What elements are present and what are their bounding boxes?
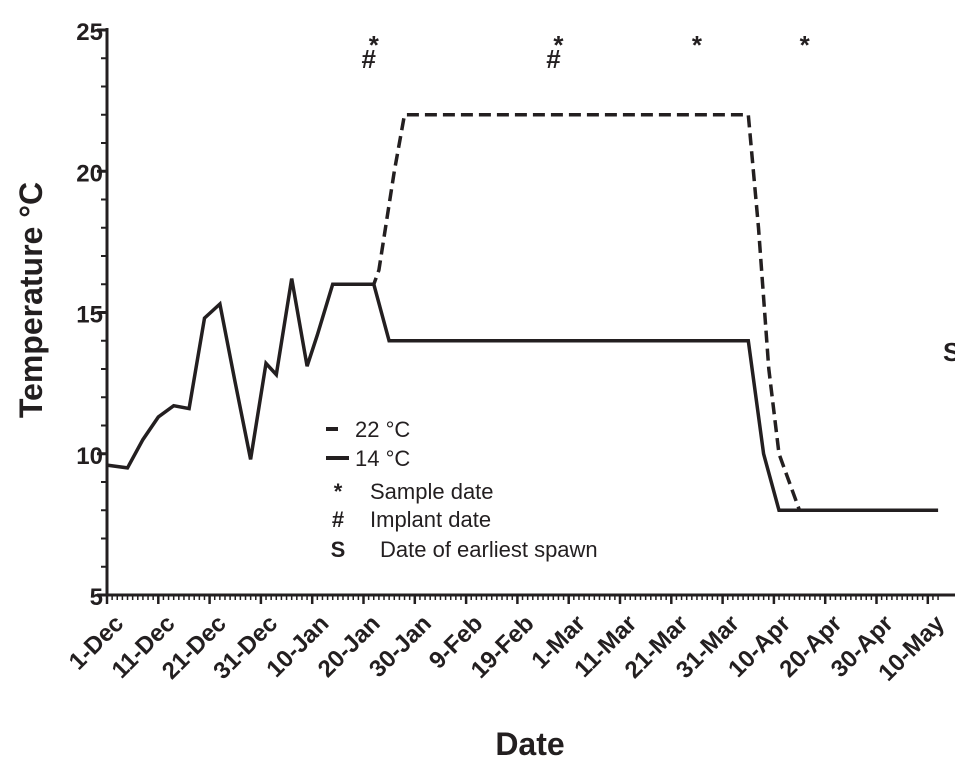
- legend-label: Sample date: [370, 479, 494, 504]
- sample-date-marker: *: [369, 30, 380, 60]
- y-tick-label: 15: [76, 302, 103, 329]
- sample-date-marker: *: [692, 30, 703, 60]
- legend: 22 °C 14 °C * Sample date # Implant date S Date…: [326, 417, 598, 562]
- spawn-date-marker: S: [943, 337, 955, 367]
- series-line-22c: [332, 113, 939, 513]
- series-group: [106, 113, 939, 513]
- legend-label: 22 °C: [355, 417, 410, 442]
- legend-symbol: S: [331, 537, 346, 562]
- x-axis-title: Date: [495, 726, 564, 761]
- legend-symbol: *: [334, 479, 343, 504]
- sample-date-marker: *: [800, 30, 811, 60]
- sample-date-marker: *: [553, 30, 564, 60]
- legend-label: 14 °C: [355, 446, 410, 471]
- y-tick-label: 10: [76, 443, 103, 470]
- implant-date-marker: #: [546, 44, 561, 74]
- legend-label: Date of earliest spawn: [380, 537, 598, 562]
- y-tick-label: 5: [90, 584, 103, 611]
- y-tick-label: 20: [76, 160, 103, 187]
- date-markers: * * * *# #S: [362, 30, 955, 367]
- y-axis-title: Temperature °C: [13, 182, 49, 418]
- series-line-14c: [106, 278, 939, 513]
- y-tick-label: 25: [76, 19, 103, 46]
- legend-label: Implant date: [370, 507, 491, 532]
- legend-symbol: #: [332, 507, 344, 532]
- implant-date-marker: #: [362, 44, 377, 74]
